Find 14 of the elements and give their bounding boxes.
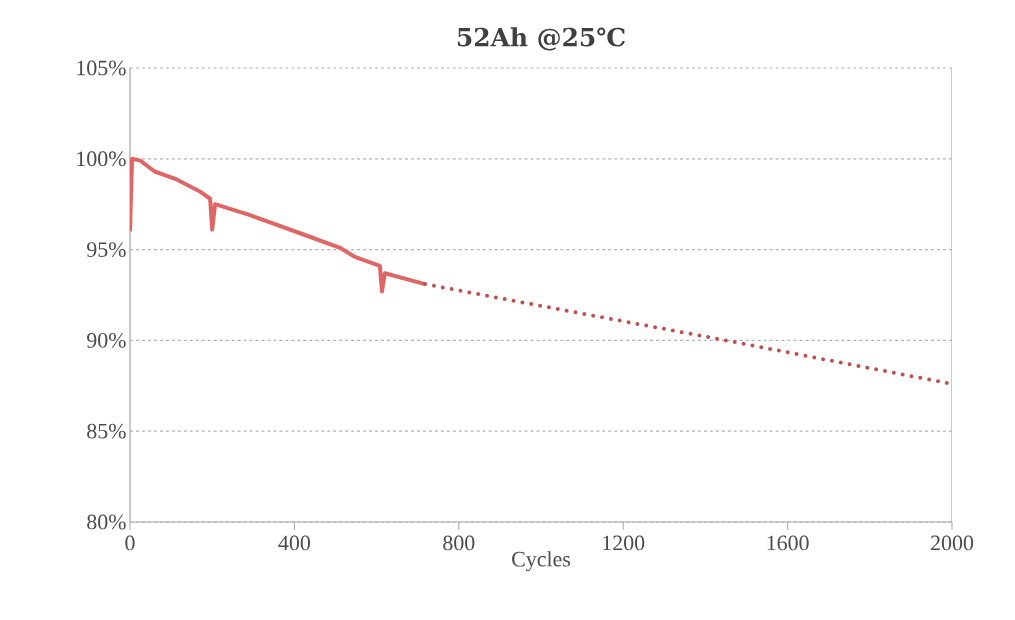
y-tick-label: 90% bbox=[87, 332, 126, 348]
x-tick-label: 1600 bbox=[767, 535, 809, 551]
y-tick-label: 80% bbox=[87, 514, 126, 530]
x-axis-title: Cycles bbox=[512, 551, 571, 572]
y-tick-label: 95% bbox=[87, 242, 126, 258]
y-tick-label: 85% bbox=[87, 423, 126, 439]
y-tick-label: 100% bbox=[77, 151, 126, 167]
y-tick-label: 105% bbox=[77, 60, 126, 76]
x-tick-label: 800 bbox=[443, 535, 475, 551]
x-tick-label: 2000 bbox=[931, 535, 974, 551]
x-tick-label: 400 bbox=[278, 535, 311, 551]
x-tick-label: 0 bbox=[125, 535, 135, 551]
x-tick-label: 1200 bbox=[603, 535, 645, 551]
chart-title: 52Ah @25℃ bbox=[457, 27, 625, 51]
